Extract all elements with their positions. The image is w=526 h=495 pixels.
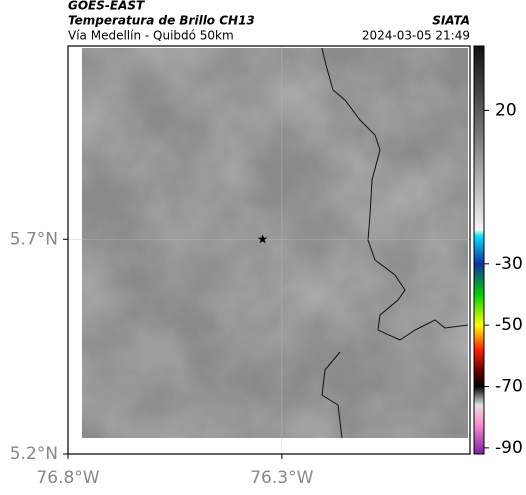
colorbar [473, 45, 485, 455]
x-tick-label: 76.8°W [36, 468, 99, 488]
colorbar-tick-label: 20 [495, 100, 517, 120]
map-frame [67, 45, 471, 455]
colorbar-tick-label: -90 [495, 438, 523, 458]
source: SIATA [432, 14, 470, 28]
location-marker [257, 234, 268, 244]
border [321, 48, 468, 341]
satellite-image [82, 48, 468, 438]
colorbar-tick-label: -30 [495, 254, 523, 274]
datetime: 2024-03-05 21:49 [362, 29, 470, 43]
region: Vía Medellín - Quibdó 50km [68, 29, 234, 43]
coastline [321, 351, 343, 438]
product: Temperatura de Brillo CH13 [68, 14, 255, 28]
x-tick-label: 76.3°W [250, 468, 313, 488]
y-tick-label: 5.7°N [10, 229, 58, 249]
satellite: GOES-EAST [68, 0, 145, 13]
colorbar-tick-label: -70 [495, 377, 523, 397]
colorbar-tick-label: -50 [495, 315, 523, 335]
y-tick-label: 5.2°N [10, 444, 58, 464]
